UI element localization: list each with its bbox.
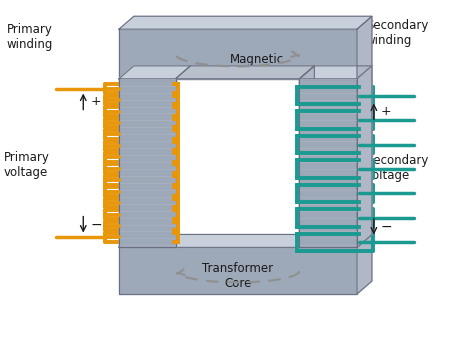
Polygon shape bbox=[119, 66, 191, 79]
Polygon shape bbox=[119, 29, 357, 79]
Polygon shape bbox=[357, 66, 372, 247]
Text: Primary
winding: Primary winding bbox=[7, 23, 53, 51]
Text: +: + bbox=[90, 95, 101, 108]
Polygon shape bbox=[357, 16, 372, 79]
Text: −: − bbox=[90, 218, 102, 232]
Polygon shape bbox=[300, 66, 314, 247]
Text: Transformer
Core: Transformer Core bbox=[202, 262, 273, 290]
Polygon shape bbox=[357, 235, 372, 294]
Polygon shape bbox=[357, 66, 372, 247]
Polygon shape bbox=[300, 66, 372, 79]
Polygon shape bbox=[119, 235, 372, 247]
Polygon shape bbox=[119, 16, 372, 29]
Text: Secondary
winding: Secondary winding bbox=[366, 19, 428, 47]
Text: Magnetic
Flux: Magnetic Flux bbox=[230, 53, 284, 81]
Text: Secondary
voltage: Secondary voltage bbox=[366, 154, 428, 182]
Polygon shape bbox=[300, 79, 357, 247]
Text: −: − bbox=[381, 220, 392, 234]
Polygon shape bbox=[175, 66, 314, 79]
Polygon shape bbox=[119, 247, 357, 294]
Text: Primary
voltage: Primary voltage bbox=[4, 151, 50, 179]
Polygon shape bbox=[300, 79, 357, 247]
Text: +: + bbox=[381, 105, 392, 118]
Polygon shape bbox=[119, 79, 175, 247]
Polygon shape bbox=[119, 79, 175, 247]
